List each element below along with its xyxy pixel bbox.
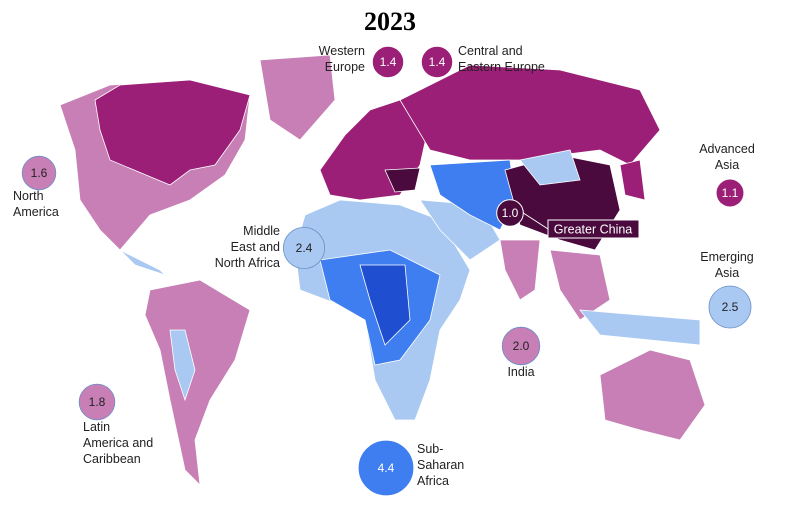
- region-label: Eastern Europe: [458, 60, 545, 74]
- region-bubble: [708, 285, 752, 329]
- region-label: East and: [231, 240, 280, 254]
- leader-line: [523, 212, 549, 230]
- bubble-value: 1.6: [31, 166, 48, 180]
- label-box: [547, 219, 640, 239]
- bubble-value: 1.8: [89, 395, 106, 409]
- region-label: Sub-: [417, 442, 443, 456]
- region-bubble: [78, 383, 116, 421]
- region-label: Europe: [325, 60, 365, 74]
- region-bubble: [501, 326, 541, 366]
- region-bubble: [21, 155, 57, 191]
- region-label: Saharan: [417, 458, 464, 472]
- region-label: Asia: [715, 158, 739, 172]
- region-label: India: [507, 365, 534, 379]
- region-bubbles: 1.4 Western Europe 1.4 Central and Eastern Eu…: [13, 44, 755, 497]
- map-title: 2023: [364, 7, 416, 36]
- region-label: Emerging: [700, 250, 754, 264]
- region-label: Africa: [417, 474, 449, 488]
- region-label: Caribbean: [83, 452, 141, 466]
- region-label: America: [13, 205, 59, 219]
- region-bubble: [357, 439, 415, 497]
- bubble-value: 2.4: [296, 241, 313, 255]
- region-label: Middle: [243, 224, 280, 238]
- bubble-value: 1.0: [502, 206, 519, 220]
- land: [59, 54, 706, 487]
- region-label: Advanced: [699, 142, 755, 156]
- bubble-value: 1.4: [429, 55, 446, 69]
- region-bubble: [420, 45, 454, 79]
- region-label: Asia: [715, 266, 739, 280]
- bubble-value: 1.1: [722, 186, 739, 200]
- region-label: Central and: [458, 44, 523, 58]
- bubble-value: 4.4: [378, 461, 395, 475]
- bubble-value: 2.0: [513, 339, 530, 353]
- region-label: North Africa: [215, 256, 280, 270]
- region-label: Latin: [83, 420, 110, 434]
- bubble-value: 1.4: [380, 55, 397, 69]
- region-label: Greater China: [554, 222, 633, 236]
- region-label: Western: [319, 44, 365, 58]
- region-label: America and: [83, 436, 153, 450]
- region-label: North: [13, 189, 44, 203]
- bubble-value: 2.5: [722, 300, 739, 314]
- region-bubble: [371, 45, 405, 79]
- region-bubble: [715, 178, 745, 208]
- region-bubble: [282, 226, 326, 270]
